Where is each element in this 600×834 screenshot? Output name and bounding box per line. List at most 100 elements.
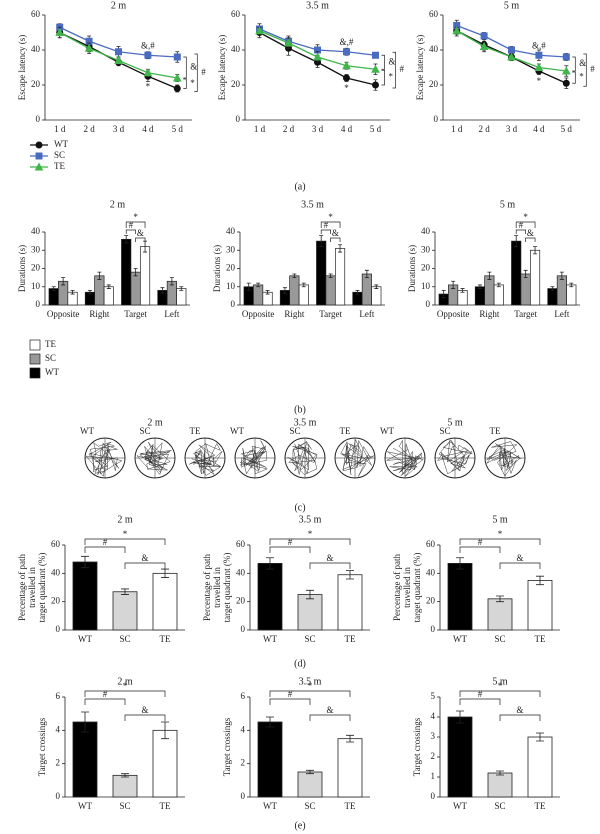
- sig-bracket: [269, 546, 311, 553]
- marker: [144, 51, 152, 59]
- error-bar: [246, 282, 251, 291]
- marker: [480, 32, 488, 40]
- chart-title: 5 m: [504, 0, 520, 11]
- sig-bracket: [269, 538, 351, 545]
- error-bar: [487, 271, 492, 280]
- bar: [487, 598, 513, 631]
- error-bar: [559, 271, 564, 280]
- x-tick-label: WT: [263, 801, 277, 811]
- marker: [561, 66, 571, 75]
- sig-bracket: [583, 53, 587, 87]
- sig-bracket: [84, 546, 126, 553]
- x-tick-label: TE: [345, 801, 356, 811]
- sig-bracket: [515, 221, 536, 228]
- sig-bracket: [309, 714, 351, 721]
- sig-label: *: [123, 681, 128, 691]
- y-tick-label: 2: [241, 758, 246, 768]
- legend-label: SC: [45, 353, 56, 363]
- bar: [487, 772, 513, 798]
- y-axis-label: Percentage of path: [202, 554, 212, 621]
- chart-title: 3.5 m: [299, 676, 322, 687]
- x-tick-label: 3 d: [506, 124, 518, 134]
- sig-label: #: [103, 537, 108, 547]
- sig-label: *: [344, 83, 349, 93]
- sig-label: *: [328, 212, 333, 222]
- bar: [529, 249, 541, 306]
- sig-label: *: [389, 72, 394, 82]
- sig-bracket: [525, 237, 536, 242]
- group-label: WT: [230, 426, 244, 436]
- sig-bracket: [392, 51, 396, 89]
- sig-bracket: [183, 56, 187, 79]
- legend-swatch: [29, 367, 41, 379]
- sig-bracket: [515, 229, 526, 234]
- bar: [48, 288, 59, 306]
- y-axis-label: travelled in: [27, 567, 37, 608]
- x-tick-label: 5 d: [561, 124, 573, 134]
- x-tick-label: SC: [119, 634, 130, 644]
- marker: [143, 68, 153, 77]
- swim-track: [239, 440, 269, 475]
- x-tick-label: Opposite: [47, 309, 80, 319]
- marker: [562, 79, 570, 87]
- bar: [334, 248, 346, 306]
- y-tick-label: 0: [231, 299, 236, 309]
- x-tick-label: 2 d: [283, 124, 295, 134]
- sig-bracket: [499, 562, 541, 569]
- x-tick-label: Opposite: [437, 309, 470, 319]
- x-tick-label: SC: [494, 634, 505, 644]
- error-bar: [81, 555, 89, 569]
- marker: [371, 64, 380, 73]
- y-tick-label: 0: [426, 299, 431, 309]
- y-tick-label: 3: [431, 731, 436, 741]
- sig-label: &: [516, 553, 523, 563]
- group-label: WT: [80, 426, 94, 436]
- group-label: SC: [289, 426, 300, 436]
- sig-label: &: [579, 58, 586, 68]
- y-tick-label: 30: [421, 244, 431, 254]
- bar: [493, 284, 504, 306]
- sig-label: &: [389, 56, 396, 66]
- x-tick-label: 2 d: [478, 124, 490, 134]
- marker: [114, 55, 123, 64]
- sig-bracket: [320, 229, 331, 234]
- sig-bracket: [381, 69, 385, 86]
- y-axis-label: Percentage of path: [392, 554, 402, 621]
- sig-bracket: [183, 78, 187, 89]
- marker: [172, 73, 182, 82]
- bar: [112, 774, 138, 798]
- sig-bracket: [84, 538, 166, 545]
- sig-label: &: [137, 228, 144, 238]
- bar: [121, 238, 132, 306]
- sig-bracket: [459, 538, 541, 545]
- error-bar: [355, 290, 360, 295]
- bar: [556, 275, 567, 306]
- sig-bracket: [459, 698, 501, 705]
- sig-label: &,#: [532, 40, 546, 50]
- y-axis-label: Percentage of path: [17, 554, 27, 621]
- sig-bracket: [124, 714, 166, 721]
- x-tick-label: WT: [263, 634, 277, 644]
- error-bar: [523, 269, 528, 279]
- error-bar: [124, 235, 129, 244]
- x-tick-label: Target: [319, 309, 342, 319]
- sig-label: &: [326, 705, 333, 715]
- sig-bracket: [309, 562, 351, 569]
- y-tick-label: 30: [31, 244, 41, 254]
- x-tick-label: Target: [124, 309, 147, 319]
- error-bar: [61, 277, 66, 286]
- error-bar: [306, 589, 314, 600]
- bar: [325, 275, 336, 306]
- error-bar: [456, 557, 464, 570]
- bar: [527, 736, 553, 798]
- y-tick-label: 0: [431, 791, 436, 801]
- y-tick-label: 20: [231, 79, 241, 89]
- error-bar: [169, 277, 174, 286]
- swim-track: [386, 439, 424, 477]
- sig-label: *: [498, 681, 503, 691]
- sig-label: &,#: [141, 40, 155, 50]
- sig-bracket: [459, 546, 501, 553]
- sig-bracket: [194, 53, 198, 92]
- y-tick-label: 20: [426, 596, 436, 606]
- x-tick-label: SC: [304, 634, 315, 644]
